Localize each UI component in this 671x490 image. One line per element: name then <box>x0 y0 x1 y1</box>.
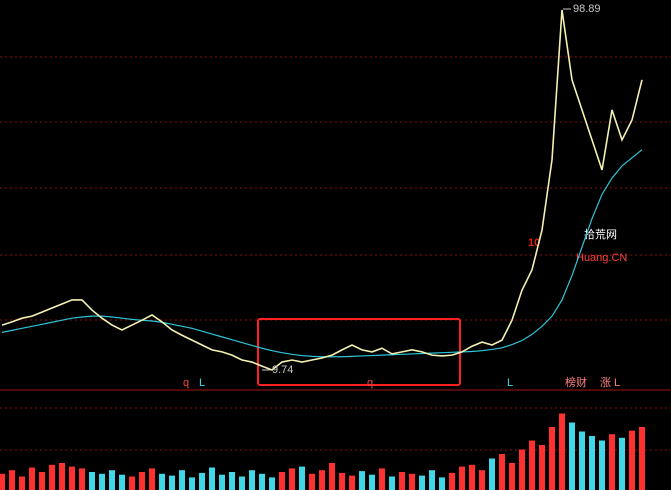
price-line <box>1 9 643 371</box>
volume-bar <box>499 454 505 490</box>
volume-bar <box>89 472 95 490</box>
volume-bar <box>479 470 485 490</box>
volume-bar <box>539 445 545 490</box>
volume-bar <box>409 473 415 490</box>
volume-bar <box>589 436 595 490</box>
volume-bar <box>209 467 215 490</box>
volume-bar <box>129 476 135 490</box>
volume-bar <box>259 473 265 490</box>
volume-bar <box>389 476 395 490</box>
volume-bar <box>429 470 435 490</box>
volume-bar <box>179 470 185 490</box>
volume-bar <box>369 474 375 490</box>
annotation: L <box>199 377 205 389</box>
volume-bar <box>509 463 515 490</box>
volume-bar <box>639 427 645 490</box>
price-line <box>1 149 643 358</box>
watermark-number: 10 <box>528 237 540 249</box>
volume-bar <box>529 440 535 490</box>
volume-bar <box>159 473 165 490</box>
volume-bar <box>59 463 65 490</box>
volume-bar <box>39 472 45 490</box>
annotation: 9.74 <box>272 364 293 376</box>
volume-bar <box>99 473 105 490</box>
volume-bar <box>49 464 55 490</box>
volume-bar <box>109 470 115 490</box>
watermark-name: 拾荒网 <box>584 227 617 241</box>
volume-bar <box>79 468 85 490</box>
volume-bar <box>519 449 525 490</box>
volume-bar <box>579 431 585 490</box>
volume-bar <box>599 440 605 490</box>
volume-bar <box>169 475 175 490</box>
annotation: q <box>367 377 373 389</box>
volume-bar <box>629 430 635 490</box>
volume-bar <box>609 434 615 490</box>
volume-bar <box>299 466 305 490</box>
volume-bar <box>239 476 245 490</box>
volume-bar <box>139 472 145 490</box>
volume-bar <box>469 464 475 490</box>
annotation: 涨 <box>600 376 611 389</box>
annotation: L <box>614 377 620 389</box>
volume-bar <box>189 477 195 490</box>
volume-bar <box>249 470 255 490</box>
volume-bar <box>149 468 155 490</box>
volume-bar <box>19 476 25 490</box>
volume-bar <box>69 466 75 490</box>
annotation: 榜财 <box>565 375 587 389</box>
volume-bar <box>459 466 465 490</box>
volume-bar <box>279 472 285 490</box>
volume-bar <box>229 472 235 490</box>
volume-bar <box>359 471 365 490</box>
volume-bar <box>619 437 625 490</box>
volume-bar <box>449 472 455 490</box>
volume-bar <box>489 458 495 490</box>
volume-bar <box>199 472 205 490</box>
volume-bar <box>559 413 565 490</box>
annotation: L <box>507 377 513 389</box>
volume-bar <box>9 470 15 490</box>
volume-bar <box>329 463 335 490</box>
volume-bar <box>549 427 555 490</box>
volume-bar <box>0 473 5 490</box>
volume-bar <box>319 470 325 490</box>
volume-bar <box>269 477 275 490</box>
volume-bar <box>29 467 35 490</box>
volume-bar <box>419 475 425 490</box>
annotation: q <box>183 377 189 389</box>
watermark-site: Huang.CN <box>576 252 627 264</box>
volume-bar <box>349 475 355 490</box>
volume-bar <box>439 477 445 490</box>
volume-bar <box>119 474 125 490</box>
volume-bar <box>309 473 315 490</box>
volume-bar <box>219 474 225 490</box>
annotation: 98.89 <box>573 3 601 15</box>
volume-bar <box>289 468 295 490</box>
volume-bar <box>339 472 345 490</box>
volume-bar <box>399 472 405 490</box>
volume-bar <box>379 468 385 490</box>
volume-bar <box>569 422 575 490</box>
